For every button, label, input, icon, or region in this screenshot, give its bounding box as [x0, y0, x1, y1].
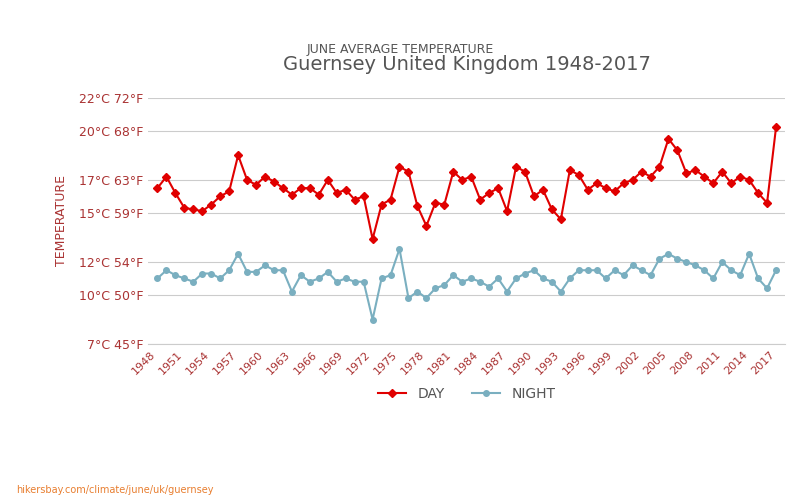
Y-axis label: TEMPERATURE: TEMPERATURE	[55, 176, 68, 266]
NIGHT	[368, 316, 378, 322]
Line: NIGHT: NIGHT	[154, 246, 779, 322]
NIGHT	[430, 286, 440, 292]
DAY	[234, 152, 243, 158]
DAY	[153, 185, 162, 191]
NIGHT	[234, 251, 243, 257]
NIGHT	[394, 246, 404, 252]
DAY	[682, 170, 691, 176]
NIGHT	[296, 272, 306, 278]
DAY	[341, 187, 350, 193]
Title: Guernsey United Kingdom 1948-2017: Guernsey United Kingdom 1948-2017	[282, 55, 650, 74]
DAY	[690, 167, 700, 173]
Line: DAY: DAY	[154, 124, 779, 242]
Text: JUNE AVERAGE TEMPERATURE: JUNE AVERAGE TEMPERATURE	[306, 44, 494, 57]
DAY	[502, 208, 512, 214]
NIGHT	[511, 276, 521, 281]
NIGHT	[153, 276, 162, 281]
NIGHT	[771, 267, 781, 273]
DAY	[368, 236, 378, 242]
DAY	[296, 185, 306, 191]
NIGHT	[341, 276, 350, 281]
Legend: DAY, NIGHT: DAY, NIGHT	[373, 381, 561, 406]
Text: hikersbay.com/climate/june/uk/guernsey: hikersbay.com/climate/june/uk/guernsey	[16, 485, 214, 495]
DAY	[771, 124, 781, 130]
NIGHT	[699, 267, 709, 273]
